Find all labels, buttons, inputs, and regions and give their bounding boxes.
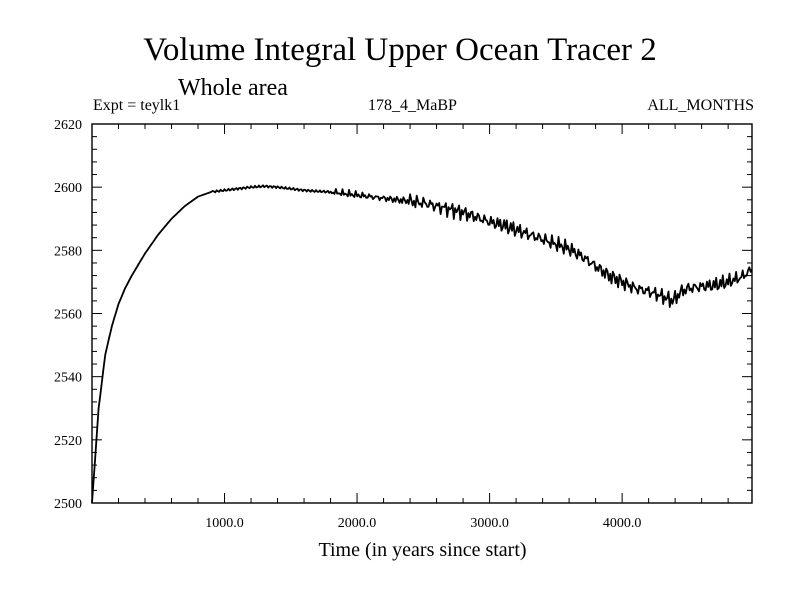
experiment-label: Expt = teylk1 <box>93 97 181 114</box>
months-label: ALL_MONTHS <box>647 97 754 114</box>
x-tick-label: 3000.0 <box>470 516 509 531</box>
y-tick-label: 2540 <box>54 371 82 386</box>
plot-frame <box>91 123 753 504</box>
x-tick-label: 2000.0 <box>338 516 377 531</box>
x-tick-label: 4000.0 <box>603 516 642 531</box>
period-label: 178_4_MaBP <box>368 97 457 114</box>
x-tick-label: 1000.0 <box>205 516 244 531</box>
y-tick-label: 2580 <box>54 244 82 259</box>
chart-subtitle: Whole area <box>178 75 288 101</box>
x-axis-label: Time (in years since start) <box>318 539 527 561</box>
y-tick-label: 2560 <box>54 308 82 323</box>
chart-title: Volume Integral Upper Ocean Tracer 2 <box>143 32 657 68</box>
y-tick-label: 2500 <box>54 497 82 512</box>
series-line <box>91 184 753 504</box>
y-tick-label: 2620 <box>54 118 82 133</box>
y-tick-label: 2520 <box>54 434 82 449</box>
y-tick-label: 2600 <box>54 181 82 196</box>
